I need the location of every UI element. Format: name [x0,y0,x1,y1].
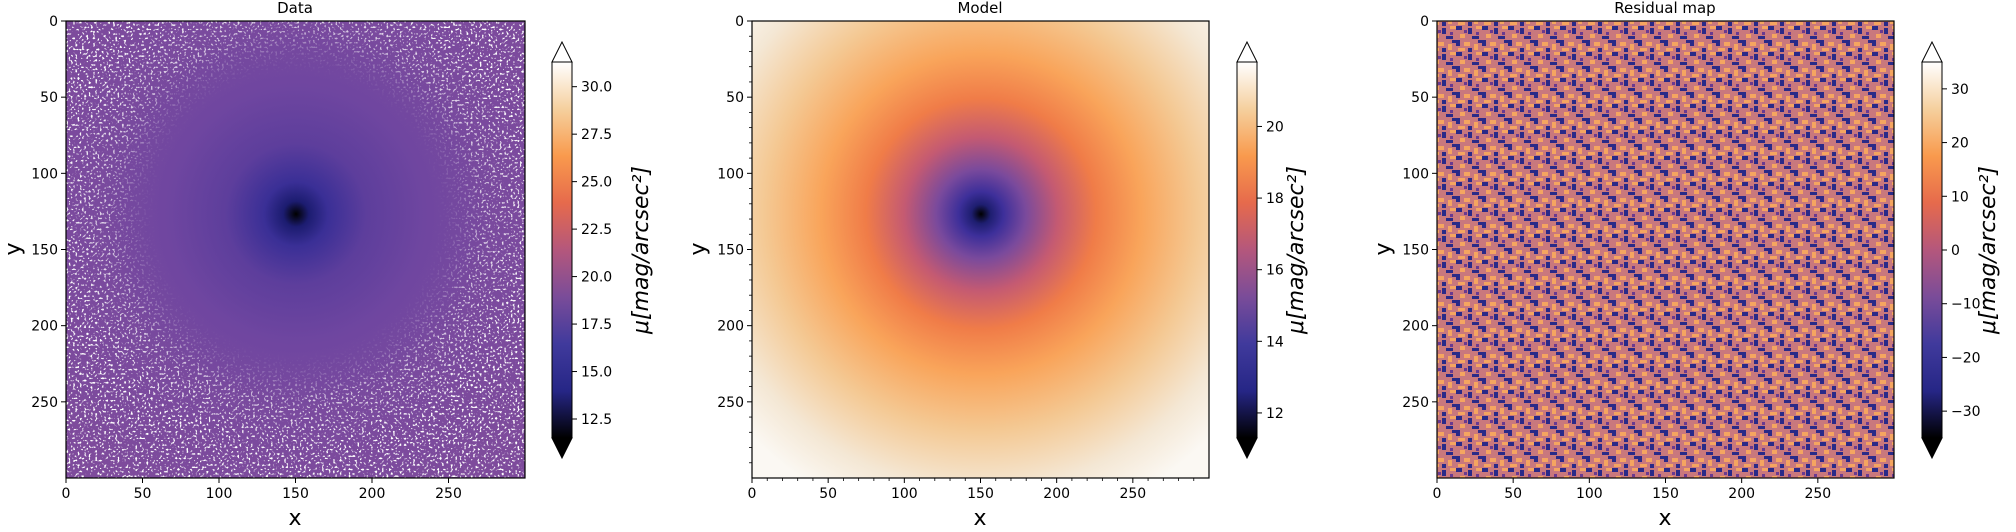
panel-data: Data 0 50 100 150 200 250 0 50 100 150 200 250 x y… [1,0,654,531]
data-colorbar-tick-label: 27.5 [581,127,612,143]
model-ytick-label: 0 [735,14,744,30]
residual-ytick-label: 150 [1402,243,1429,259]
data-ytick-label: 50 [40,90,58,106]
data-xtick-label: 0 [62,486,71,502]
residual-ytick-label: 100 [1402,166,1429,182]
data-colorbar-tick-label: 30.0 [581,80,612,96]
panel-residual: Residual map 0 50 100 150 200 250 05010015020… [1371,0,2001,531]
data-colorbar-tick-label: 12.5 [581,412,612,428]
model-xlabel: x [973,506,986,531]
data-colorbar-tick-label: 25.0 [581,175,612,191]
data-yticks: 0 50 100 150 200 250 [31,14,66,411]
model-colorbar-tick-label: 14 [1266,334,1284,350]
model-xtick-label: 50 [819,486,837,502]
data-colorbar-tick-label: 20.0 [581,270,612,286]
residual-colorbar-tick-label: 20 [1951,136,1969,152]
data-colorbar-label: μ[mag/arcsec²] [629,166,654,335]
model-ytick-label: 250 [717,395,744,411]
model-yticks: 0 50 100 150 200 250 [717,14,752,464]
data-colorbar-extend-bottom [551,437,573,460]
residual-ytick-label: 250 [1402,395,1429,411]
residual-ylabel: y [1371,242,1396,255]
model-xtick-label: 100 [891,486,918,502]
data-xtick-label: 250 [435,486,462,502]
model-colorbar-tick-label: 16 [1266,263,1284,279]
residual-colorbar-label: μ[mag/arcsec²] [1976,166,2001,335]
data-ytick-label: 0 [49,14,58,30]
residual-colorbar-tick-label: 10 [1951,189,1969,205]
data-colorbar-extend-top [551,40,573,63]
model-colorbar-extend-top [1236,40,1258,63]
panel-model-title: Model [957,0,1002,17]
residual-colorbar-tick-label: 0 [1951,243,1960,259]
data-xtick-label: 150 [282,486,309,502]
model-ytick-label: 100 [717,166,744,182]
residual-colorbar-tick-label: 30 [1951,82,1969,98]
model-ylabel: y [686,242,711,255]
model-xtick-label: 200 [1043,486,1070,502]
residual-colorbar-ticks: −30 −20 −10 0 10 20 30 [1942,82,1981,420]
data-xtick-label: 100 [206,486,233,502]
residual-colorbar-tick-label: −30 [1951,404,1981,420]
residual-colorbar-extend-top [1921,40,1943,63]
residual-xtick-label: 200 [1728,486,1755,502]
data-colorbar: 12.5 15.0 17.5 20.0 22.5 25.0 27.5 30.0 μ[mag/a… [551,40,654,460]
panel-data-title: Data [277,0,313,17]
residual-xticks: 0 50 100 150 200 250 [1433,478,1831,502]
model-colorbar-extend-bottom [1236,437,1258,460]
data-ytick-label: 100 [31,166,58,182]
data-colorbar-tick-label: 17.5 [581,317,612,333]
model-colorbar-label: μ[mag/arcsec²] [1284,166,1309,335]
residual-image [1437,21,1894,478]
data-noise-speckle [66,21,525,478]
data-ytick-label: 150 [31,243,58,259]
residual-xtick-label: 150 [1652,486,1679,502]
residual-ytick-label: 0 [1420,14,1429,30]
residual-xtick-label: 250 [1804,486,1831,502]
data-colorbar-tick-label: 15.0 [581,365,612,381]
model-colorbar-tick-label: 12 [1266,406,1284,422]
residual-ytick-label: 200 [1402,319,1429,335]
data-xtick-label: 200 [359,486,386,502]
residual-colorbar-bar [1921,61,1943,439]
model-xtick-label: 150 [967,486,994,502]
data-ytick-label: 200 [31,319,58,335]
data-colorbar-ticks: 12.5 15.0 17.5 20.0 22.5 25.0 27.5 30.0 [572,80,612,428]
model-ytick-label: 150 [717,243,744,259]
model-image [752,21,1209,478]
data-ylabel: y [1,242,26,255]
model-colorbar-tick-label: 20 [1266,119,1284,135]
data-xtick-label: 50 [134,486,152,502]
residual-xlabel: x [1658,506,1671,531]
model-xtick-label: 0 [748,486,757,502]
model-colorbar: 12 14 16 18 20 μ[mag/arcsec²] [1236,40,1309,460]
data-xlabel: x [288,506,301,531]
residual-colorbar-extend-bottom [1921,437,1943,460]
residual-xtick-label: 0 [1433,486,1442,502]
residual-xtick-label: 50 [1504,486,1522,502]
residual-colorbar-tick-label: −20 [1951,350,1981,366]
model-xtick-label: 250 [1119,486,1146,502]
residual-ytick-label: 50 [1411,90,1429,106]
data-ytick-label: 250 [31,395,58,411]
data-xticks: 0 50 100 150 200 250 [62,478,462,502]
model-colorbar-tick-label: 18 [1266,191,1284,207]
data-colorbar-bar [551,61,573,439]
model-xticks: 0 50 100 150 200 250 [748,478,1195,502]
model-ytick-label: 50 [726,90,744,106]
model-colorbar-ticks: 12 14 16 18 20 [1257,119,1284,422]
residual-colorbar: −30 −20 −10 0 10 20 30 μ[mag/arcsec²] [1921,40,2001,460]
panel-residual-title: Residual map [1614,0,1715,17]
model-ytick-label: 200 [717,319,744,335]
residual-yticks: 0 50 100 150 200 250 [1402,14,1437,411]
residual-colorbar-tick-label: −10 [1951,297,1981,313]
model-colorbar-bar [1236,61,1258,439]
residual-xtick-label: 100 [1576,486,1603,502]
data-colorbar-tick-label: 22.5 [581,222,612,238]
